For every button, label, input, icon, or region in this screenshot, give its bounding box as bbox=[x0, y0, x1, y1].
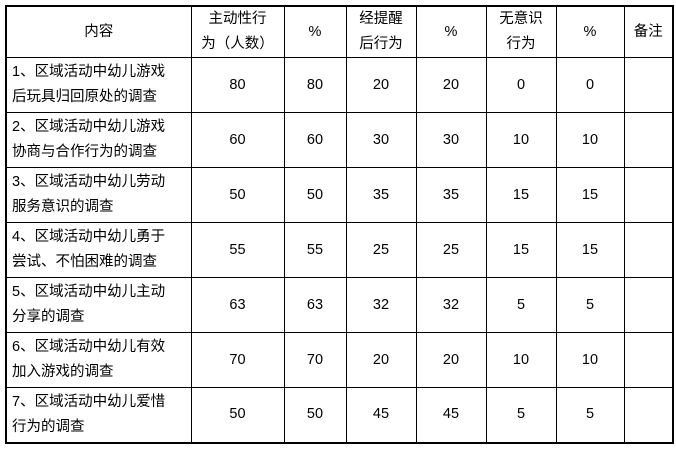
value-cell: 20 bbox=[415, 57, 487, 113]
header-cell-content: 内容 bbox=[5, 5, 192, 58]
value-cell: 50 bbox=[190, 387, 285, 443]
remark-cell bbox=[623, 277, 674, 333]
remark-cell bbox=[623, 332, 674, 388]
value-cell: 60 bbox=[190, 112, 285, 168]
remark-cell bbox=[623, 167, 674, 223]
value-cell: 35 bbox=[345, 167, 417, 223]
header-cell-percent-3: % bbox=[555, 5, 625, 58]
value-cell: 80 bbox=[283, 57, 347, 113]
value-cell: 80 bbox=[190, 57, 285, 113]
value-cell: 25 bbox=[415, 222, 487, 278]
value-cell: 63 bbox=[190, 277, 285, 333]
value-cell: 0 bbox=[485, 57, 557, 113]
table-row: 5、区域活动中幼儿主动 分享的调查 63 63 32 32 5 5 bbox=[5, 277, 674, 333]
value-cell: 10 bbox=[485, 112, 557, 168]
value-cell: 15 bbox=[485, 167, 557, 223]
table-row: 2、区域活动中幼儿游戏 协商与合作行为的调查 60 60 30 30 10 10 bbox=[5, 112, 674, 168]
header-cell-percent-2: % bbox=[415, 5, 487, 58]
value-cell: 20 bbox=[345, 332, 417, 388]
header-cell-after-reminder: 经提醒 后行为 bbox=[345, 5, 417, 58]
value-cell: 50 bbox=[283, 387, 347, 443]
value-cell: 70 bbox=[190, 332, 285, 388]
content-cell: 3、区域活动中幼儿劳动 服务意识的调查 bbox=[5, 167, 192, 223]
value-cell: 15 bbox=[555, 222, 625, 278]
value-cell: 5 bbox=[555, 277, 625, 333]
content-cell: 6、区域活动中幼儿有效 加入游戏的调查 bbox=[5, 332, 192, 388]
value-cell: 70 bbox=[283, 332, 347, 388]
value-cell: 45 bbox=[415, 387, 487, 443]
table-row: 6、区域活动中幼儿有效 加入游戏的调查 70 70 20 20 10 10 bbox=[5, 332, 674, 388]
table-row: 7、区域活动中幼儿爱惜 行为的调查 50 50 45 45 5 5 bbox=[5, 387, 674, 443]
value-cell: 5 bbox=[485, 277, 557, 333]
value-cell: 45 bbox=[345, 387, 417, 443]
table-row: 1、区域活动中幼儿游戏 后玩具归回原处的调查 80 80 20 20 0 0 bbox=[5, 57, 674, 113]
value-cell: 60 bbox=[283, 112, 347, 168]
content-cell: 4、区域活动中幼儿勇于 尝试、不怕困难的调查 bbox=[5, 222, 192, 278]
value-cell: 30 bbox=[345, 112, 417, 168]
remark-cell bbox=[623, 222, 674, 278]
value-cell: 5 bbox=[555, 387, 625, 443]
header-cell-proactive-behavior: 主动性行 为（人数） bbox=[190, 5, 285, 58]
value-cell: 63 bbox=[283, 277, 347, 333]
value-cell: 20 bbox=[415, 332, 487, 388]
remark-cell bbox=[623, 57, 674, 113]
value-cell: 55 bbox=[190, 222, 285, 278]
table-row: 3、区域活动中幼儿劳动 服务意识的调查 50 50 35 35 15 15 bbox=[5, 167, 674, 223]
header-cell-unconscious-behavior: 无意识 行为 bbox=[485, 5, 557, 58]
value-cell: 30 bbox=[415, 112, 487, 168]
value-cell: 50 bbox=[190, 167, 285, 223]
remark-cell bbox=[623, 387, 674, 443]
value-cell: 55 bbox=[283, 222, 347, 278]
value-cell: 32 bbox=[415, 277, 487, 333]
table-row: 4、区域活动中幼儿勇于 尝试、不怕困难的调查 55 55 25 25 15 15 bbox=[5, 222, 674, 278]
value-cell: 10 bbox=[485, 332, 557, 388]
value-cell: 10 bbox=[555, 112, 625, 168]
survey-data-table: 内容 主动性行 为（人数） % 经提醒 后行为 % 无意识 行为 % 备注 1、区域活… bbox=[5, 5, 674, 444]
content-cell: 2、区域活动中幼儿游戏 协商与合作行为的调查 bbox=[5, 112, 192, 168]
value-cell: 0 bbox=[555, 57, 625, 113]
value-cell: 10 bbox=[555, 332, 625, 388]
header-cell-percent-1: % bbox=[283, 5, 347, 58]
content-cell: 7、区域活动中幼儿爱惜 行为的调查 bbox=[5, 387, 192, 443]
value-cell: 20 bbox=[345, 57, 417, 113]
content-cell: 1、区域活动中幼儿游戏 后玩具归回原处的调查 bbox=[5, 57, 192, 113]
value-cell: 35 bbox=[415, 167, 487, 223]
remark-cell bbox=[623, 112, 674, 168]
value-cell: 50 bbox=[283, 167, 347, 223]
header-cell-remark: 备注 bbox=[623, 5, 674, 58]
content-cell: 5、区域活动中幼儿主动 分享的调查 bbox=[5, 277, 192, 333]
value-cell: 5 bbox=[485, 387, 557, 443]
value-cell: 15 bbox=[485, 222, 557, 278]
header-row: 内容 主动性行 为（人数） % 经提醒 后行为 % 无意识 行为 % 备注 bbox=[5, 5, 674, 58]
value-cell: 25 bbox=[345, 222, 417, 278]
value-cell: 32 bbox=[345, 277, 417, 333]
value-cell: 15 bbox=[555, 167, 625, 223]
